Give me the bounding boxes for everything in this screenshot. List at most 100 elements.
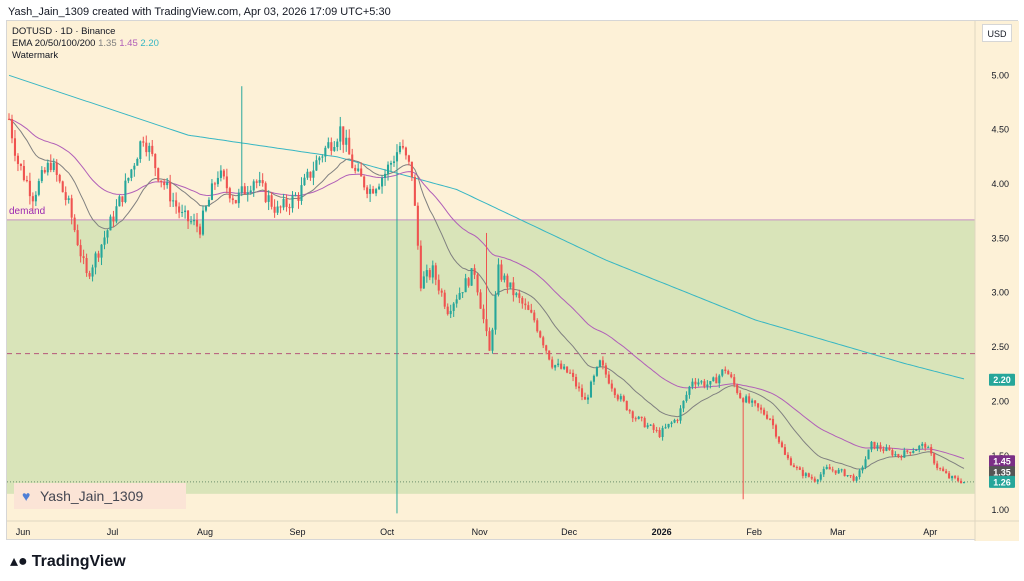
candle xyxy=(318,156,321,165)
watermark-legend[interactable]: Watermark xyxy=(12,50,59,61)
candle xyxy=(270,192,273,210)
candle-body xyxy=(300,185,303,201)
candle xyxy=(763,407,766,416)
candle-body xyxy=(777,436,781,443)
candle-body xyxy=(324,147,327,157)
candle-body xyxy=(894,454,897,456)
candle-body xyxy=(795,467,798,469)
candle-body xyxy=(572,372,575,377)
candle-body xyxy=(709,381,712,385)
candle-body xyxy=(831,469,834,471)
candle-body xyxy=(145,142,148,153)
x-tick-label: Dec xyxy=(561,527,578,537)
candle-body xyxy=(551,359,554,368)
candle-body xyxy=(855,477,858,481)
candle-body xyxy=(697,382,700,385)
candle-body xyxy=(870,441,873,450)
candle xyxy=(479,289,482,309)
candle xyxy=(897,453,900,459)
candle xyxy=(521,296,524,309)
candle xyxy=(160,180,163,188)
candle-body xyxy=(228,188,231,199)
candle-body xyxy=(951,476,954,479)
candle-body xyxy=(354,167,357,171)
candle-body xyxy=(434,265,437,280)
chart-frame[interactable]: demand5.004.504.003.503.002.502.001.501.… xyxy=(6,20,1019,541)
candle xyxy=(76,224,79,247)
candle-body xyxy=(801,469,804,476)
candle-body xyxy=(419,245,422,289)
candle xyxy=(222,168,225,180)
candle xyxy=(652,423,655,433)
candle xyxy=(604,362,607,378)
candle xyxy=(831,466,834,473)
candle xyxy=(40,166,43,184)
candlestick-chart[interactable]: demand5.004.504.003.503.002.502.001.501.… xyxy=(7,21,1019,541)
candle-body xyxy=(864,459,867,468)
candle-body xyxy=(861,467,864,471)
candle-body xyxy=(789,458,792,466)
candle-body xyxy=(270,195,273,207)
candle xyxy=(130,168,133,182)
candle xyxy=(276,200,279,216)
candle-body xyxy=(688,386,691,395)
candle-body xyxy=(470,268,473,286)
x-tick-label: 2026 xyxy=(652,527,672,537)
candle-body xyxy=(13,138,17,156)
candle xyxy=(816,478,819,485)
candle-body xyxy=(213,183,216,185)
candle-body xyxy=(333,147,336,151)
candle xyxy=(34,191,37,207)
candle-body xyxy=(64,192,67,201)
ema-legend[interactable]: EMA 20/50/100/200 1.35 1.45 2.20 xyxy=(12,38,159,49)
candle xyxy=(178,202,181,219)
candle-body xyxy=(55,162,58,175)
candle xyxy=(97,250,100,262)
candle xyxy=(291,191,294,213)
candle-body xyxy=(201,210,205,235)
candle-body xyxy=(858,470,861,478)
candle-body xyxy=(437,279,440,291)
candle-body xyxy=(640,416,643,419)
candle-body xyxy=(625,400,628,411)
candle-body xyxy=(515,293,518,296)
candle-body xyxy=(563,366,566,369)
candle xyxy=(637,415,640,420)
candle xyxy=(622,394,625,403)
candle-body xyxy=(900,456,903,458)
symbol-legend[interactable]: DOTUSD · 1D · Binance xyxy=(12,26,116,37)
price-tag-label: 1.26 xyxy=(993,477,1011,487)
candle-body xyxy=(461,292,464,294)
candle-body xyxy=(724,369,727,371)
candle xyxy=(542,335,545,349)
y-tick-label: 5.00 xyxy=(991,70,1009,80)
candle xyxy=(219,165,222,182)
candle-body xyxy=(252,181,255,191)
candle xyxy=(43,167,46,174)
candle-body xyxy=(628,410,631,412)
candle xyxy=(363,175,366,191)
candle xyxy=(306,168,309,180)
candle-body xyxy=(336,141,339,148)
candle xyxy=(446,303,449,316)
currency-button[interactable]: USD xyxy=(982,24,1012,42)
candle xyxy=(572,369,575,382)
candle xyxy=(82,249,85,265)
candle-body xyxy=(613,388,616,396)
candle-body xyxy=(7,118,11,120)
candle-body xyxy=(378,186,381,190)
candle xyxy=(643,416,646,428)
candle-body xyxy=(885,447,888,451)
candle xyxy=(154,153,157,177)
tradingview-logo[interactable]: ▴● TradingView xyxy=(10,551,126,571)
candle xyxy=(530,303,533,314)
candle xyxy=(366,185,369,199)
candle xyxy=(437,274,440,295)
candle-body xyxy=(431,265,434,278)
candle xyxy=(389,160,393,172)
candle-body xyxy=(148,145,151,153)
candle-body xyxy=(428,270,431,278)
candle xyxy=(503,273,506,283)
candle xyxy=(506,273,509,294)
tradingview-logo-icon: ▴● xyxy=(10,553,28,570)
